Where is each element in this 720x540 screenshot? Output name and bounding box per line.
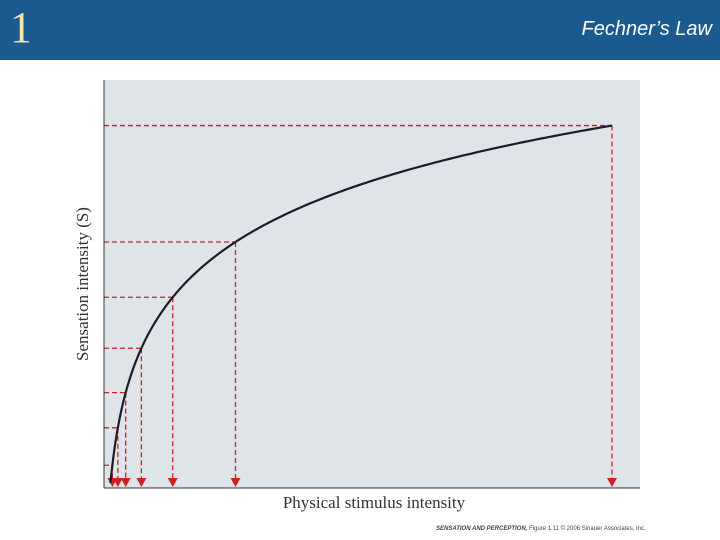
guide-arrow-3	[120, 478, 131, 487]
guide-lines	[104, 124, 617, 487]
figure-credit: SENSATION AND PERCEPTION, Figure 1.11 © …	[436, 526, 646, 532]
y-axis-label: Sensation intensity (S)	[73, 207, 92, 361]
chapter-number: 1	[10, 3, 32, 52]
guide-arrow-5	[167, 478, 178, 487]
plot-background	[104, 80, 640, 488]
guide-arrow-7	[607, 478, 617, 487]
header-bar: 1 Fechner’s Law	[0, 0, 720, 60]
credit-source: SENSATION AND PERCEPTION,	[436, 526, 528, 532]
sensation-curve	[109, 124, 613, 484]
credit-figure: Figure 1.11	[527, 526, 561, 532]
credit-copyright: © 2006 Sinauer Associates, Inc.	[560, 526, 646, 532]
guide-arrow-4	[136, 478, 147, 487]
fechner-law-chart: Physical stimulus intensity Sensation in…	[73, 80, 640, 512]
guide-arrow-6	[230, 478, 241, 487]
x-axis-label: Physical stimulus intensity	[283, 493, 466, 512]
slide-title: Fechner’s Law	[581, 18, 712, 40]
guide-arrow-2	[112, 478, 123, 487]
